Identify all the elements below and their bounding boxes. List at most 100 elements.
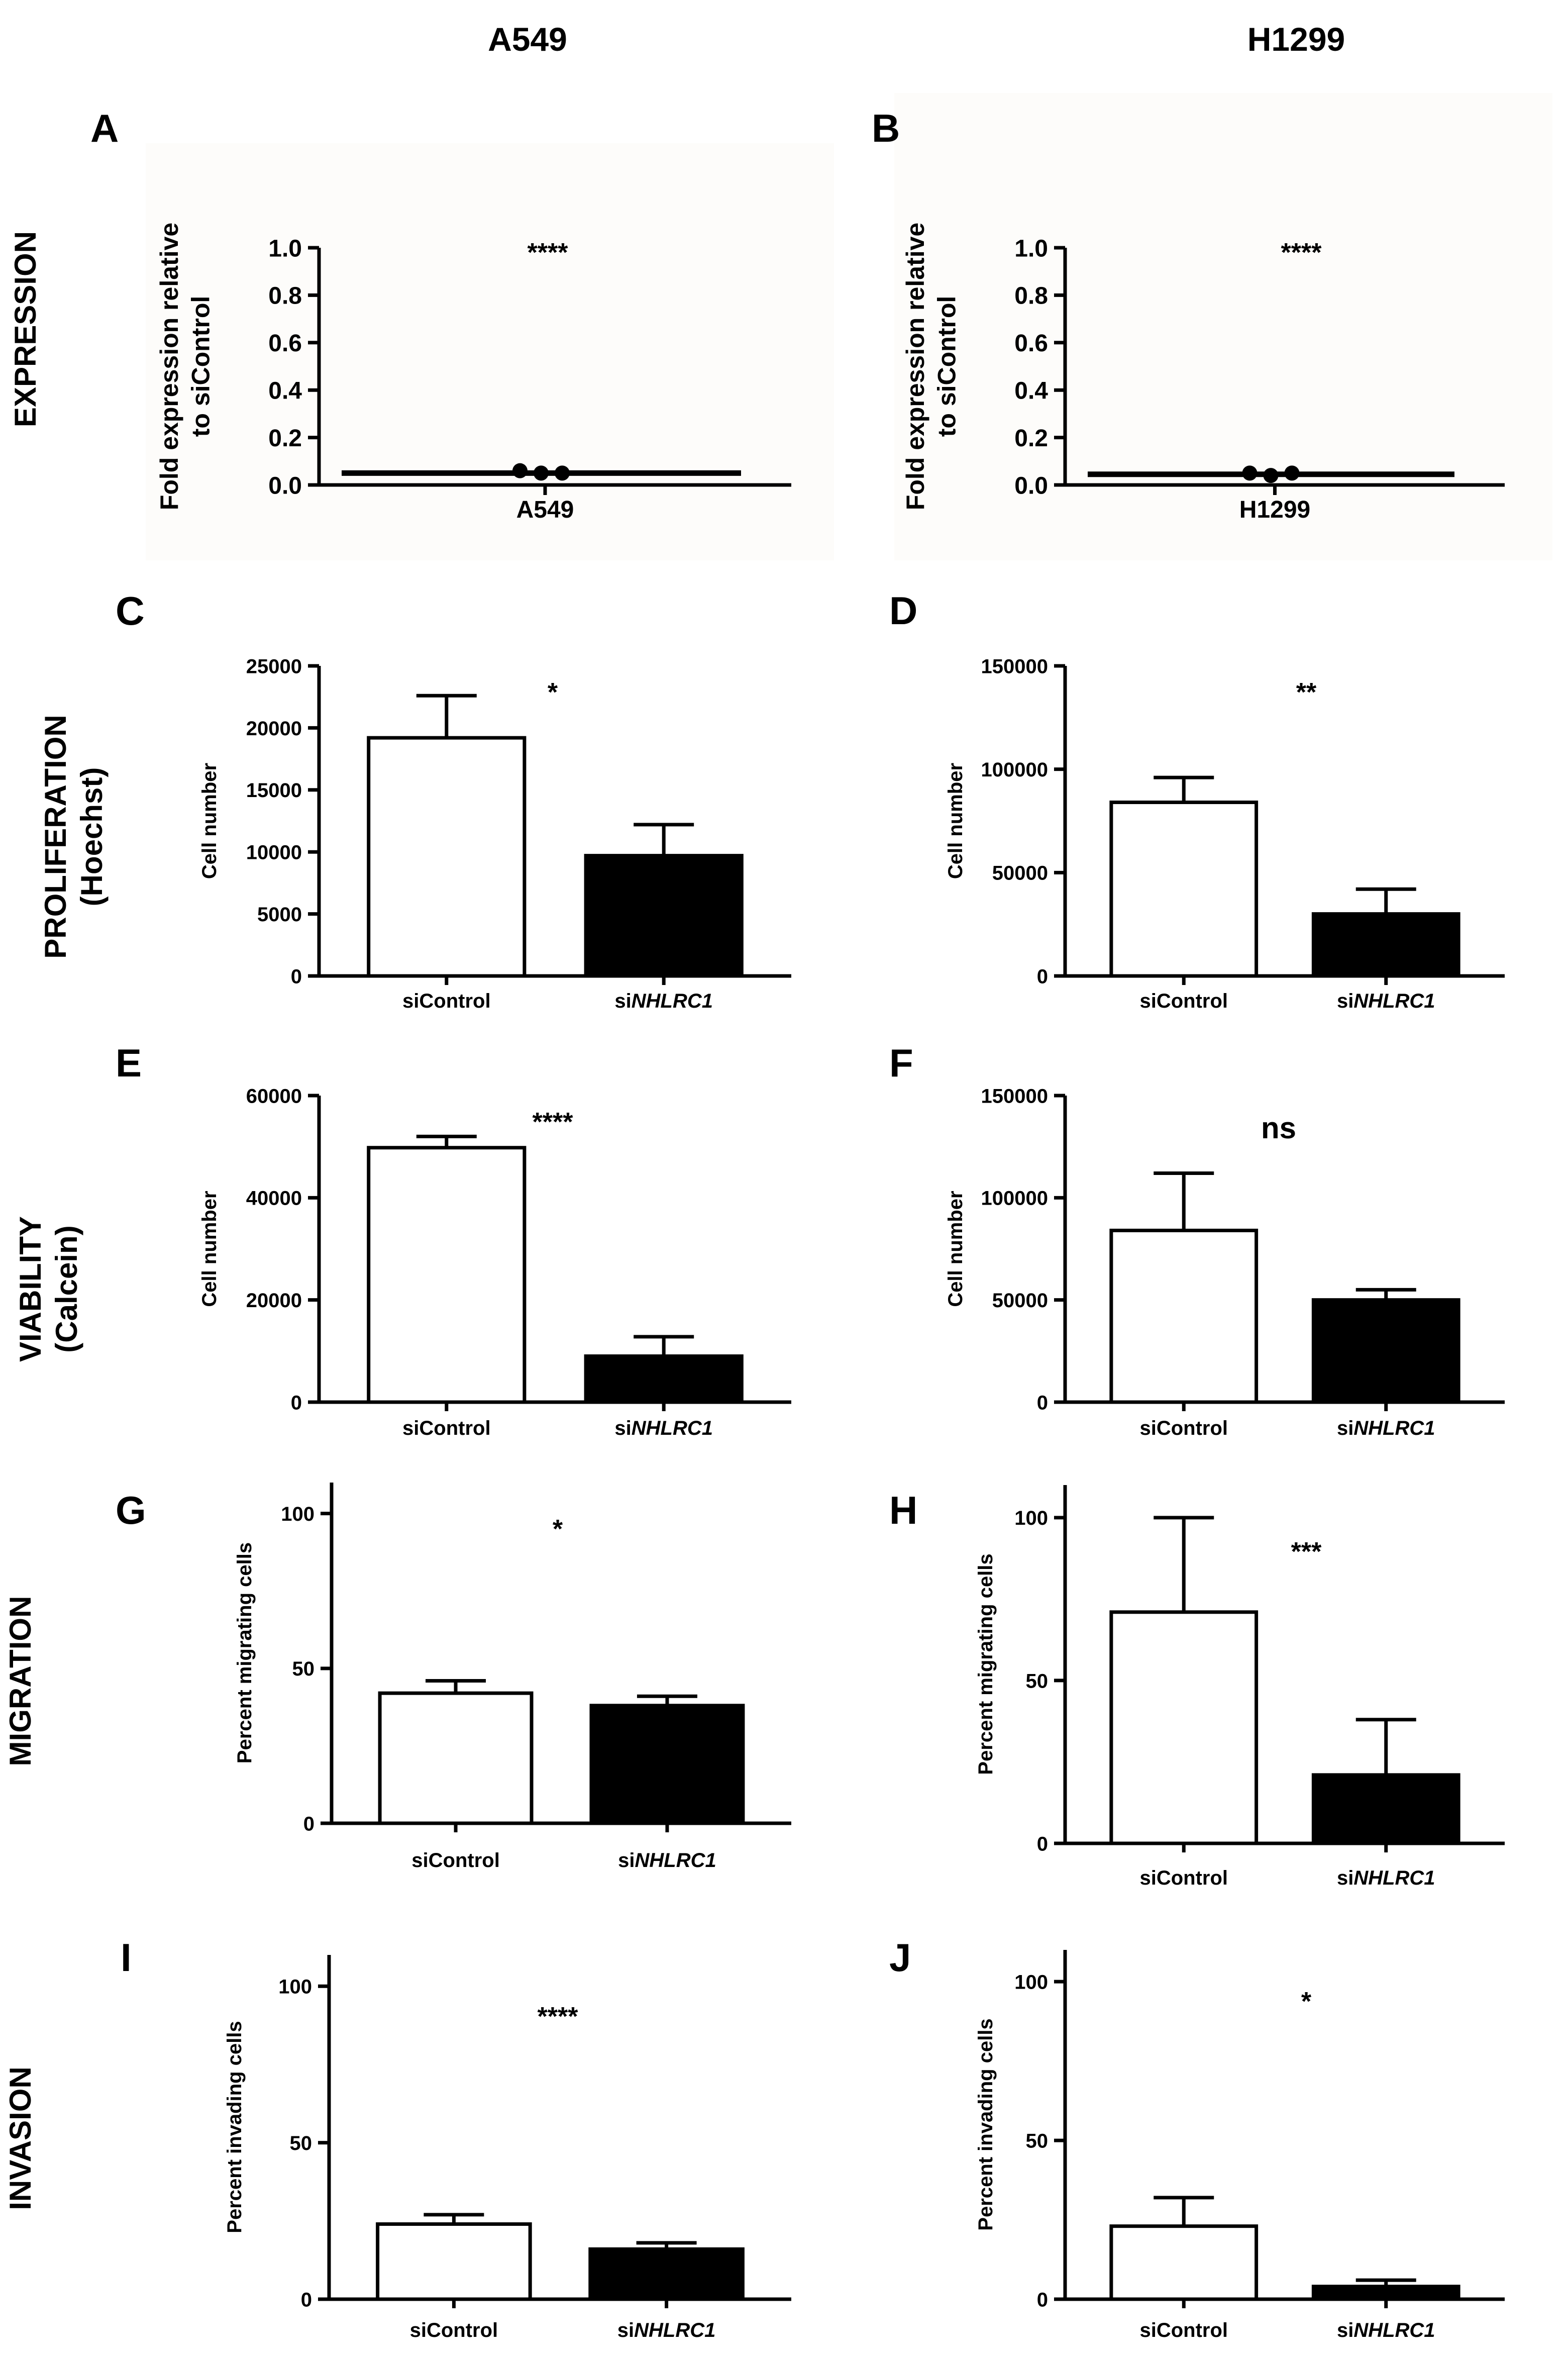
panel-d-bar-sinhlrc1 (1311, 912, 1460, 978)
panel-h-ytick-label: 50 (1026, 1670, 1049, 1692)
panel-e-ytick-label: 0 (291, 1392, 302, 1414)
panel-i-ylabel: Percent invading cells (224, 2021, 246, 2233)
panel-b-data-point (1284, 465, 1300, 481)
panel-g-bar-sicontrol (378, 1691, 534, 1825)
panel-g-bar-sinhlrc1 (589, 1704, 745, 1825)
panel-g-ytick-label: 50 (292, 1658, 315, 1680)
panel-e-significance: **** (533, 1108, 574, 1137)
panel-e-bar-sinhlrc1 (584, 1354, 744, 1404)
panel-f-significance: ns (1261, 1111, 1296, 1145)
panel-c-ytick-label: 20000 (246, 718, 302, 740)
panel-i-significance: **** (538, 2002, 579, 2031)
panel-e-bar-sicontrol (367, 1146, 527, 1404)
panel-f-ytick-label: 150000 (981, 1085, 1048, 1107)
panel-d-ylabel: Cell number (945, 763, 967, 879)
panel-a-data-point (534, 465, 549, 481)
panel-i-ytick-label: 100 (278, 1976, 312, 1998)
panel-letter-g: G (116, 1488, 146, 1532)
panel-a-ytick-label: 0.4 (268, 377, 302, 404)
panel-a-ylabel: to siControl (186, 296, 215, 437)
panel-f-bar-sicontrol (1109, 1228, 1259, 1404)
panel-b-data-point (1263, 468, 1279, 483)
panel-b-ylabel: to siControl (932, 296, 961, 437)
panel-j-category-label: siNHLRC1 (1337, 2319, 1435, 2341)
panel-b-ytick-label: 0.6 (1014, 330, 1048, 357)
panel-c-ytick-label: 0 (291, 965, 302, 988)
panel-i-bar-sinhlrc1 (588, 2247, 745, 2301)
panel-letter-e: E (116, 1041, 142, 1085)
panel-letter-c: C (116, 588, 145, 633)
panel-letter-d: D (889, 588, 918, 633)
panel-i-category-label: siControl (410, 2319, 498, 2341)
panel-letter-a: A (90, 106, 119, 150)
panel-a-significance: **** (528, 238, 569, 267)
panel-a-data-point (555, 465, 570, 481)
panel-e-ytick-label: 20000 (246, 1290, 302, 1312)
panel-b-ytick-label: 0.8 (1014, 283, 1048, 310)
panel-j-ytick-label: 100 (1014, 1972, 1048, 1994)
panel-g-ylabel: Percent migrating cells (234, 1542, 256, 1763)
panel-d-category-label: siControl (1139, 990, 1228, 1012)
panel-f-bar-sinhlrc1 (1311, 1298, 1460, 1404)
panel-g-ytick-label: 100 (281, 1503, 315, 1525)
panel-f-ytick-label: 0 (1037, 1392, 1048, 1414)
panel-b-significance: **** (1281, 238, 1322, 267)
panel-b-data-point (1242, 465, 1258, 481)
panel-letter-i: I (121, 1935, 132, 1980)
panel-letter-f: F (889, 1041, 913, 1085)
panel-b-ytick-label: 0.0 (1014, 472, 1048, 499)
panel-f-ylabel: Cell number (945, 1191, 967, 1307)
panel-g-significance: * (553, 1515, 563, 1544)
column-header-h1299: H1299 (1247, 21, 1345, 58)
panel-e-ylabel: Cell number (198, 1191, 221, 1307)
panel-j-ytick-label: 0 (1037, 2289, 1048, 2311)
panel-letter-j: J (889, 1935, 911, 1980)
panel-d-ytick-label: 100000 (981, 759, 1048, 781)
panel-j-ylabel: Percent invading cells (975, 2018, 997, 2230)
panel-a-ytick-label: 0.6 (268, 330, 302, 357)
panel-b-ylabel: Fold expression relative (901, 223, 929, 510)
panel-c-ytick-label: 5000 (257, 904, 302, 926)
panel-d-ytick-label: 50000 (992, 862, 1048, 884)
panel-c-bar-sinhlrc1 (584, 854, 744, 978)
panel-b-ytick-label: 1.0 (1014, 235, 1048, 262)
panel-c-category-label: siControl (402, 990, 491, 1012)
panel-h-significance: *** (1291, 1537, 1322, 1566)
panel-b-ytick-label: 0.4 (1014, 377, 1048, 404)
panel-a-category-label: A549 (516, 497, 574, 523)
panel-g-category-label: siNHLRC1 (618, 1849, 716, 1872)
panel-c-ylabel: Cell number (198, 763, 221, 879)
panel-a-ytick-label: 0.0 (268, 472, 302, 499)
column-header-a549: A549 (488, 21, 567, 58)
panel-g-category-label: siControl (411, 1849, 500, 1872)
panel-e-category-label: siNHLRC1 (614, 1417, 713, 1439)
panel-h-bar-sinhlrc1 (1311, 1773, 1460, 1845)
panel-c-ytick-label: 15000 (246, 779, 302, 802)
panel-g-ytick-label: 0 (303, 1813, 315, 1835)
panel-f-category-label: siNHLRC1 (1337, 1417, 1435, 1439)
panel-c-ytick-label: 10000 (246, 842, 302, 864)
panel-j-bar-sicontrol (1109, 2224, 1259, 2301)
panel-a-data-point (512, 463, 528, 478)
panel-h-ylabel: Percent migrating cells (975, 1553, 997, 1775)
panel-letter-b: B (872, 106, 900, 150)
panel-d-significance: ** (1296, 678, 1317, 707)
panel-h-bar-sicontrol (1109, 1610, 1259, 1845)
panel-c-ytick-label: 25000 (246, 655, 302, 677)
panel-e-category-label: siControl (402, 1417, 491, 1439)
panel-d-ytick-label: 0 (1037, 965, 1048, 988)
panel-h-ytick-label: 0 (1037, 1833, 1048, 1855)
panel-c-category-label: siNHLRC1 (614, 990, 713, 1012)
panel-d-bar-sicontrol (1109, 800, 1259, 978)
panel-c-bar-sicontrol (367, 736, 527, 978)
panel-b-category-label: H1299 (1239, 497, 1310, 523)
panel-j-significance: * (1301, 1987, 1312, 2016)
panel-h-category-label: siNHLRC1 (1337, 1867, 1435, 1889)
panel-a-ytick-label: 1.0 (268, 235, 302, 262)
panel-h-ytick-label: 100 (1014, 1507, 1048, 1529)
panel-i-bar-sicontrol (376, 2222, 532, 2301)
panel-i-category-label: siNHLRC1 (617, 2319, 716, 2341)
panel-j-ytick-label: 50 (1026, 2130, 1049, 2152)
panel-d-category-label: siNHLRC1 (1337, 990, 1435, 1012)
